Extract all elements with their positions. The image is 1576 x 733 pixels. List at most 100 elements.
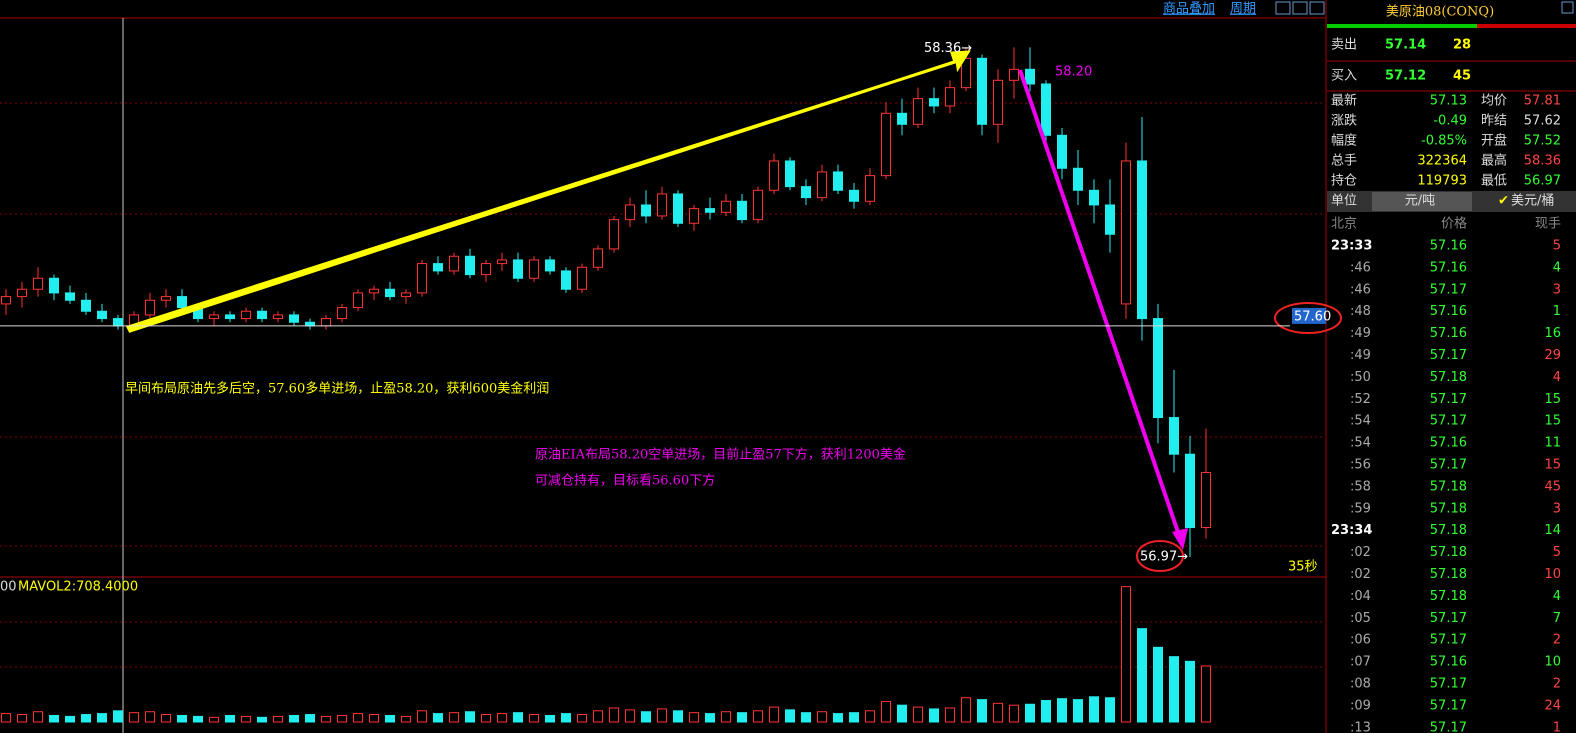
period-link[interactable]: 周期 [1230,2,1256,17]
tick-qty: 15 [1544,458,1561,473]
check: ✔ [1498,194,1509,209]
highlight-circle [1136,540,1184,572]
volume-bar [849,712,859,723]
candle-body [209,314,219,320]
volume-bar [1089,696,1099,723]
candle-body [753,189,763,221]
volume-bar [145,711,155,723]
stat-label: 最新 [1331,93,1357,109]
volume-bar [1041,700,1051,723]
tick-price: 57.16 [1430,436,1467,451]
candle-body [1185,453,1195,529]
candle-body [897,112,907,125]
tick-time: :46 [1350,260,1371,275]
volume-bar [753,710,763,723]
candle-body [913,98,923,125]
volume-bar [833,713,843,723]
candle-body [497,259,507,265]
stat-value: 322364 [1417,154,1467,169]
candle-body [785,160,795,188]
volume-bar [273,715,283,723]
tick-time: :54 [1350,436,1371,451]
volume-bar [225,714,235,723]
candle-body [593,248,603,268]
toolbar-icons[interactable] [1275,1,1325,15]
tick-qty: 11 [1544,436,1561,451]
tick-price: 57.17 [1430,698,1467,713]
tick-price: 57.18 [1430,545,1467,560]
volume-bar [705,713,715,723]
candle-body [1025,68,1035,85]
volume-bar [1009,704,1019,723]
tick-price: 57.17 [1430,414,1467,429]
tick-qty: 15 [1544,414,1561,429]
volume-bar [433,713,443,723]
timer: 35秒 [1288,560,1318,575]
tick-price: 57.17 [1430,633,1467,648]
candle-body [177,296,187,309]
unit-option[interactable] [1372,192,1472,211]
candle-body [337,307,347,320]
strip [1327,24,1477,28]
tick-time: :59 [1350,501,1371,516]
candle-body [673,193,683,224]
tick-time: :05 [1350,611,1371,626]
volume-bar [129,712,139,723]
tick-time: :49 [1350,348,1371,363]
volume-bar [945,707,955,723]
candle-body [609,219,619,250]
note: 可减仓持有，目标看56.60下方 [535,473,715,489]
volume-bar [81,714,91,723]
volume-bar [289,714,299,723]
tick-qty: 7 [1553,611,1561,626]
volume-bar [65,715,75,723]
volume-bar [561,713,571,723]
volume-bar [241,715,251,723]
volume-bar [49,714,59,723]
volume-prefix: 00 [0,580,17,595]
volume-bar [513,712,523,723]
high-label: 58.36→ [924,41,972,56]
volume-bar [785,709,795,723]
volume-bars [1,586,1211,723]
tick-qty: 16 [1544,326,1561,341]
volume-bar [913,706,923,723]
candle-body [801,186,811,199]
tick-price: 57.18 [1430,479,1467,494]
unit-option[interactable]: 美元/桶 [1511,194,1554,209]
volume-bar [17,714,27,723]
stat-value: -0.85% [1421,134,1467,149]
buy-price: 57.12 [1385,69,1426,84]
candle-body [545,259,555,272]
tick-qty: 45 [1544,479,1561,494]
unit-option[interactable]: 元/吨 [1405,194,1435,209]
overlay-link[interactable]: 商品叠加 [1163,2,1215,17]
tick-time: :02 [1350,545,1371,560]
tick-qty: 2 [1553,633,1561,648]
volume-bar [929,708,939,723]
long-arrow [125,50,971,333]
tick-price: 57.16 [1430,304,1467,319]
candle-body [865,175,875,202]
candle-body [321,318,331,327]
candle-body [849,189,859,202]
volume-bar [689,712,699,723]
candle-body [481,263,491,276]
tick-price: 57.16 [1430,326,1467,341]
volume-bar [1025,703,1035,723]
stat-label: 总手 [1331,154,1357,169]
candle-body [145,299,155,316]
col-header: 北京 [1331,217,1357,232]
candle-body [1041,83,1051,136]
candle-body [49,277,59,294]
tick-time: :46 [1350,282,1371,297]
panel-icon[interactable] [1561,1,1574,14]
tick-time: :08 [1350,677,1371,692]
tick-price: 57.16 [1430,260,1467,275]
volume-bar [897,704,907,723]
volume-bar [417,710,427,723]
candle-body [65,292,75,301]
low-label: 56.97→ [1140,549,1188,564]
